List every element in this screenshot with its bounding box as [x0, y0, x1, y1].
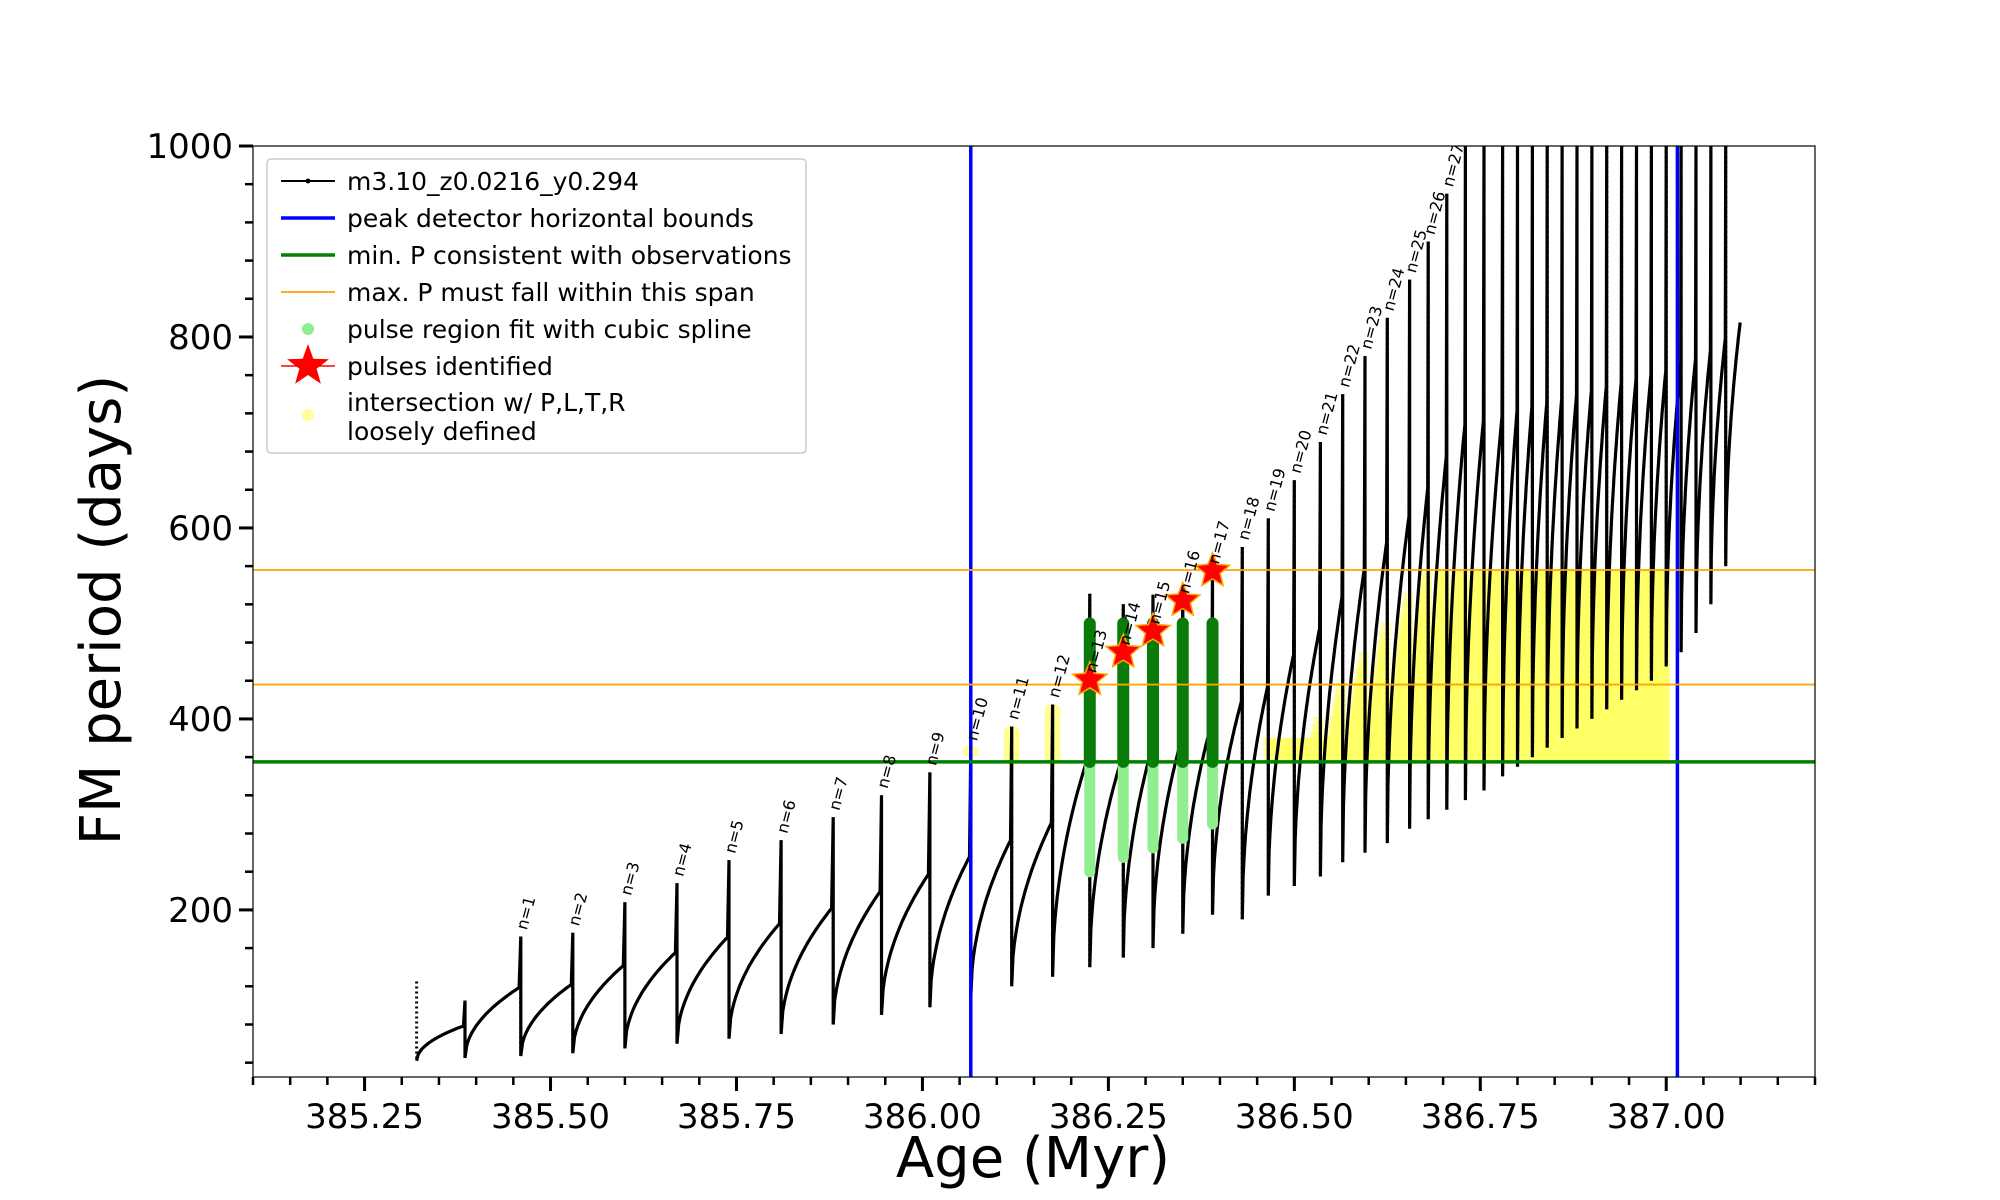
- x-tick-label: 385.25: [305, 1097, 424, 1137]
- x-tick-label: 385.50: [491, 1097, 610, 1137]
- pulse-star: [1193, 550, 1232, 588]
- pulse-label: n=14: [1115, 600, 1145, 647]
- pulse-label: n=28: [1457, 94, 1487, 141]
- legend-label: peak detector horizontal bounds: [347, 204, 754, 233]
- pulse-star: [1070, 659, 1109, 696]
- pulse-label: n=27: [1438, 141, 1468, 188]
- pulse-star: [1134, 611, 1172, 648]
- pulse-label: n=4: [669, 841, 696, 879]
- pulse-label: n=17: [1204, 519, 1234, 566]
- pulse-label: n=6: [773, 798, 800, 836]
- pulse-label: n=10: [962, 695, 992, 742]
- x-tick-label: 385.75: [677, 1097, 796, 1137]
- legend-label: max. P must fall within this span: [347, 278, 755, 307]
- pulse-label: n=26: [1420, 189, 1450, 236]
- x-tick-label: 386.25: [1049, 1097, 1168, 1137]
- x-axis-title: Age (Myr): [896, 1126, 1170, 1191]
- legend-label: intersection w/ P,L,T,R: [347, 388, 626, 417]
- plot-content: n=1 n=2n=3n=4n=5n=6n=7n=8n=9n=10 n=11 n=12n…: [253, 94, 1815, 1077]
- legend-label: min. P consistent with observations: [347, 241, 792, 270]
- axes: 385.25 385.50 385.75 386.00 386.25 386.50 386.…: [146, 127, 1817, 1137]
- y-tick-label: 400: [168, 700, 233, 740]
- pulse-label: n=24: [1379, 266, 1409, 313]
- pulse-label: n=12: [1044, 652, 1074, 699]
- pulse-label: n=21: [1312, 390, 1342, 437]
- legend-label: m3.10_z0.0216_y0.294: [347, 167, 639, 196]
- y-tick-label: 800: [168, 318, 233, 358]
- pulse-label: n=2: [564, 890, 591, 928]
- pulse-label: n=23: [1357, 304, 1387, 351]
- pulse-label: n=16: [1174, 548, 1204, 595]
- track-line: [415, 146, 1742, 1062]
- pulse-label: n=15: [1145, 579, 1175, 626]
- pulse-label: n=25: [1401, 227, 1431, 274]
- pulse-label: n=8: [873, 753, 900, 791]
- pulse-label: n=1: [512, 894, 539, 932]
- y-tick-label: 1000: [146, 127, 233, 167]
- x-tick-label: 387.00: [1607, 1097, 1726, 1137]
- legend-dot-icon: [302, 409, 314, 421]
- pulse-star: [1104, 632, 1143, 669]
- pulse-label: n=3: [616, 860, 643, 898]
- pulse-star: [1163, 580, 1202, 617]
- pulse-label: n=11: [1003, 674, 1033, 721]
- legend-box: [266, 158, 807, 454]
- pulse-label: n=19: [1260, 466, 1290, 513]
- x-tick-label: 386.00: [863, 1097, 982, 1137]
- y-tick-label: 600: [168, 509, 233, 549]
- legend-label: pulses identified: [347, 352, 553, 381]
- legend-marker-icon: [305, 178, 311, 184]
- legend-label: pulse region fit with cubic spline: [347, 315, 752, 344]
- legend-star-icon: [287, 344, 329, 384]
- x-tick-label: 386.50: [1235, 1097, 1354, 1137]
- pulse-label: n=22: [1334, 342, 1364, 389]
- intersection-band: [1336, 681, 1347, 762]
- legend-dot-icon: [302, 323, 314, 335]
- pulse-label: n=7: [825, 775, 852, 813]
- y-tick-label: 200: [168, 891, 233, 931]
- legend-label: loosely defined: [347, 417, 537, 446]
- y-axis-title: FM period (days): [69, 375, 134, 845]
- pulse-label: n=20: [1286, 428, 1316, 475]
- x-tick-label: 386.75: [1421, 1097, 1540, 1137]
- pulse-label: n=18: [1234, 495, 1264, 542]
- plot-area: n=1 n=2n=3n=4n=5n=6n=7n=8n=9n=10 n=11 n=12n…: [253, 94, 1815, 1077]
- pulse-label: n=5: [721, 818, 748, 856]
